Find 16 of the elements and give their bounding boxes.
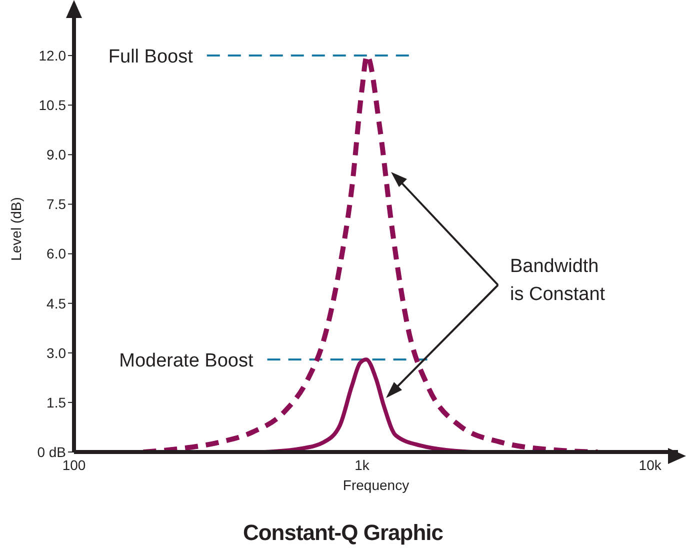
y-tick-label: 6.0 (46, 246, 66, 262)
ref-line-label: Full Boost (108, 46, 194, 68)
x-tick-label: 10k (638, 456, 662, 473)
y-tick-label: 10.5 (38, 97, 66, 114)
text: Constant-Q Graphic (242, 520, 444, 546)
y-tick-label: 3.0 (46, 344, 66, 361)
y-tick-label: 9.0 (46, 146, 66, 163)
y-tick-label: 12.0 (38, 48, 66, 64)
y-tick-label: 1.5 (46, 394, 66, 410)
x-axis-title: Frequency (342, 477, 410, 493)
y-tick-label: 4.5 (46, 295, 66, 312)
y-tick-label: 7.5 (46, 196, 66, 212)
x-tick-label: 1k (354, 456, 370, 473)
y-axis-title: Level (dB) (8, 197, 24, 261)
ref-line-label: Moderate Boost (119, 350, 254, 372)
annotation: Bandwidth is Constant (510, 255, 606, 307)
